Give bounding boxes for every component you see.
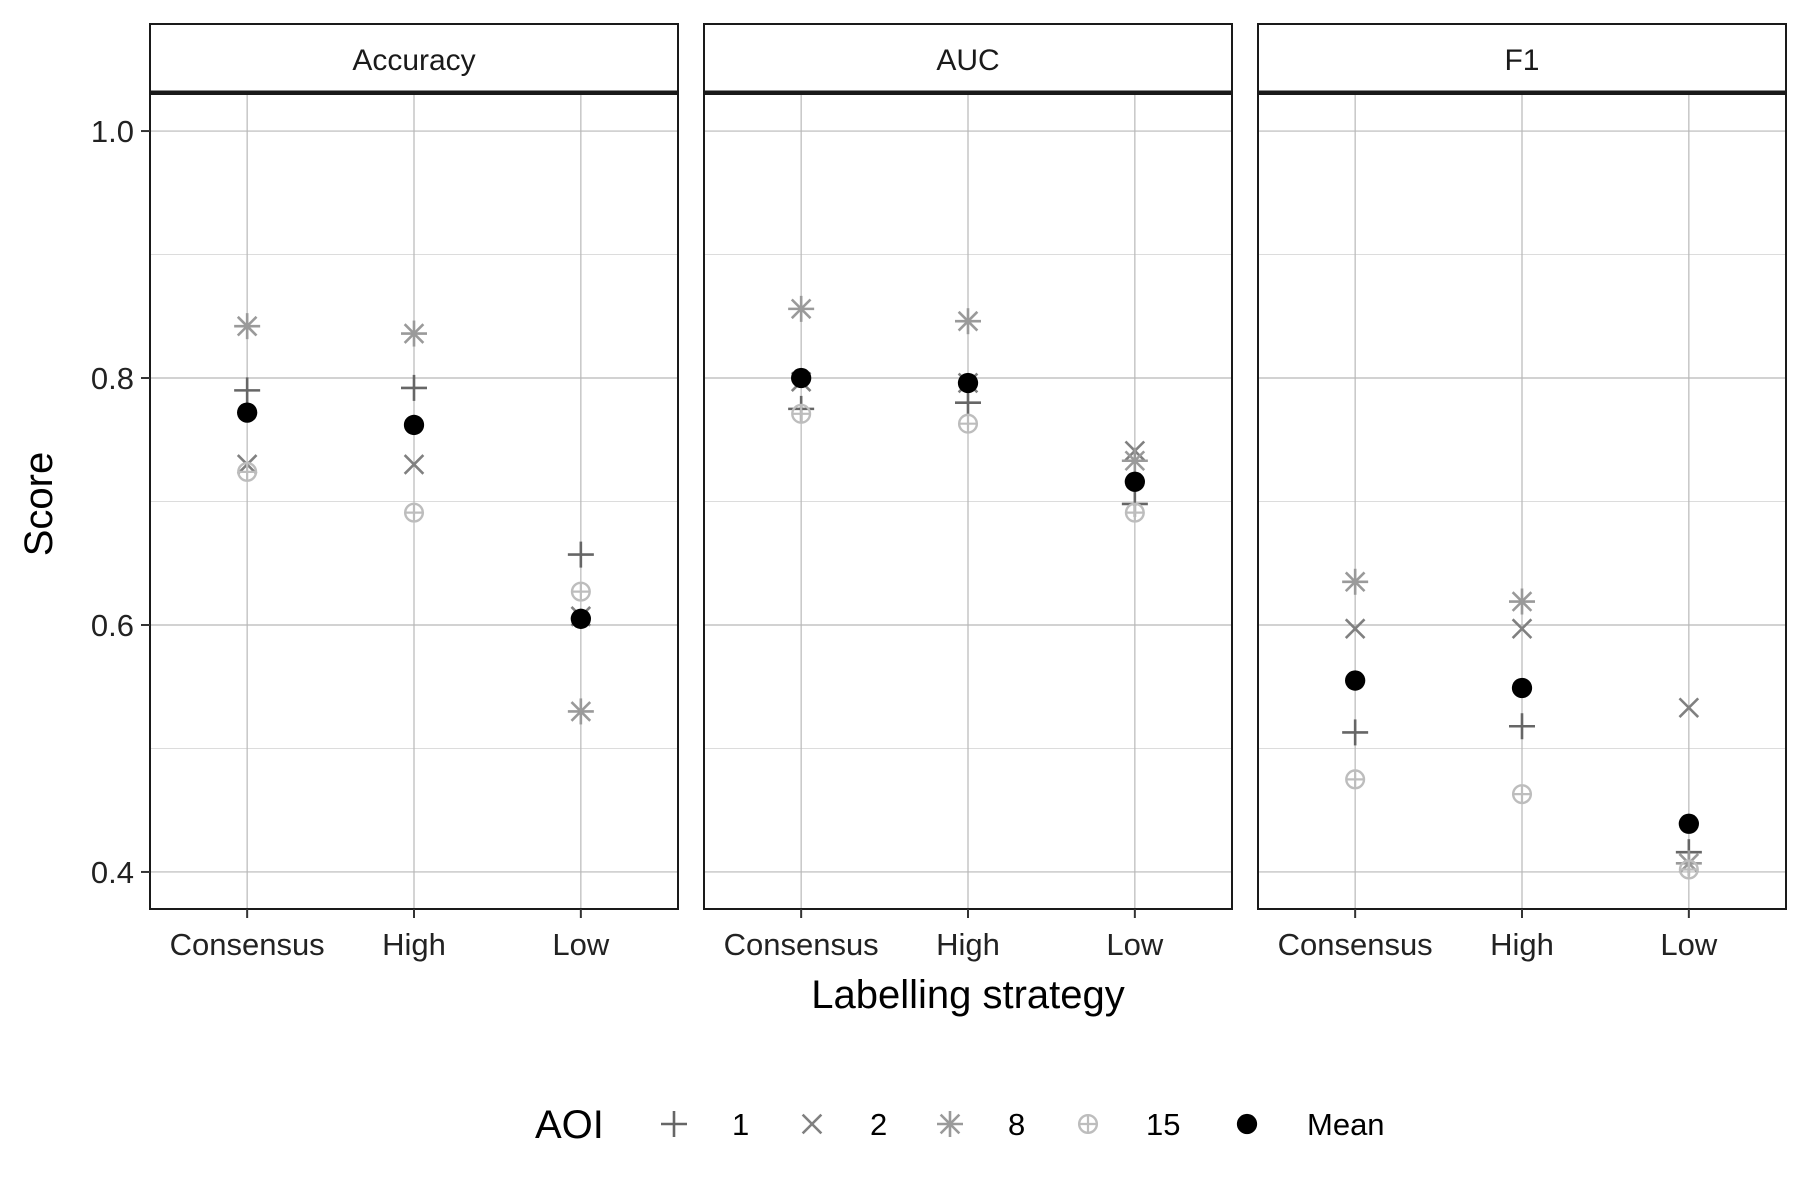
legend-label-mean: Mean (1307, 1107, 1385, 1142)
point-accuracy-high-aoi-1 (401, 374, 427, 401)
panel-accuracy: Accuracy Consensus High Low 0.4 0.6 0.8 1.0 (91, 23, 679, 962)
legend-title: AOI (535, 1103, 604, 1147)
point-f1-low-aoi-mean (1678, 813, 1699, 834)
y-tick-label: 0.6 (91, 608, 134, 643)
x-tick-label: High (382, 927, 446, 962)
y-tick-label: 0.4 (91, 855, 134, 890)
x-tick-label: Consensus (1278, 927, 1433, 962)
legend-label-1: 1 (732, 1107, 749, 1142)
point-accuracy-consensus-aoi-15 (237, 461, 258, 482)
point-auc-low-aoi-8 (1121, 447, 1148, 474)
point-auc-consensus-aoi-15 (791, 403, 812, 424)
legend-label-15: 15 (1146, 1107, 1180, 1142)
y-axis-title: Score (17, 452, 61, 557)
point-accuracy-consensus-aoi-mean (237, 402, 258, 423)
point-f1-low-aoi-15 (1678, 859, 1699, 880)
legend-key-mean (1236, 1113, 1258, 1135)
point-accuracy-consensus-aoi-1 (234, 377, 261, 404)
legend-key-2 (801, 1113, 823, 1135)
legend-key-15 (1077, 1113, 1099, 1135)
x-tick-label: High (936, 927, 1000, 962)
x-tick-label: Consensus (170, 927, 325, 962)
point-f1-low-aoi-2 (1678, 697, 1700, 718)
strip-label: F1 (1504, 44, 1539, 77)
legend-label-2: 2 (870, 1107, 887, 1142)
legend-label-8: 8 (1008, 1107, 1025, 1142)
point-f1-high-aoi-mean (1511, 677, 1533, 699)
point-accuracy-low-aoi-1 (567, 541, 594, 568)
point-auc-high-aoi-8 (955, 308, 981, 335)
point-auc-low-aoi-mean (1124, 471, 1145, 492)
panels: Accuracy Consensus High Low 0.4 0.6 0.8 1.0 AUC C… (91, 23, 1787, 962)
strip-label: AUC (936, 44, 999, 77)
strip-box (1257, 23, 1787, 93)
x-tick-label: Low (552, 927, 609, 962)
point-f1-consensus-aoi-1 (1342, 719, 1369, 746)
point-f1-high-aoi-15 (1511, 784, 1533, 805)
point-accuracy-low-aoi-15 (570, 581, 591, 602)
point-auc-low-aoi-15 (1124, 502, 1145, 523)
x-tick-label: Low (1660, 927, 1717, 962)
point-f1-consensus-aoi-2 (1344, 618, 1366, 639)
point-auc-consensus-aoi-8 (788, 295, 815, 322)
panel-f1: F1 Consensus High Low (1257, 23, 1787, 962)
legend-key-1 (661, 1111, 687, 1137)
strip-label: Accuracy (352, 44, 475, 77)
x-tick-label: Consensus (724, 927, 879, 962)
point-f1-consensus-aoi-8 (1342, 568, 1369, 595)
x-tick-label: High (1490, 927, 1554, 962)
y-tick-label: 0.8 (91, 361, 134, 396)
point-auc-high-aoi-15 (957, 413, 979, 434)
point-f1-high-aoi-8 (1509, 588, 1535, 615)
legend-key-8 (937, 1111, 963, 1137)
strip-box (149, 23, 679, 93)
point-accuracy-high-aoi-15 (403, 502, 425, 523)
point-accuracy-consensus-aoi-8 (234, 313, 261, 340)
point-accuracy-high-aoi-mean (403, 414, 425, 436)
point-auc-consensus-aoi-mean (791, 367, 812, 389)
point-f1-consensus-aoi-mean (1345, 670, 1366, 691)
point-f1-high-aoi-1 (1509, 713, 1535, 740)
point-f1-consensus-aoi-15 (1345, 769, 1366, 790)
panel-auc: AUC Consensus High Low (703, 23, 1233, 962)
point-auc-high-aoi-mean (957, 372, 979, 394)
point-accuracy-low-aoi-8 (567, 698, 594, 725)
x-tick-label: Low (1106, 927, 1163, 962)
point-accuracy-low-aoi-mean (570, 608, 591, 629)
point-auc-high-aoi-1 (955, 389, 981, 416)
point-accuracy-high-aoi-8 (401, 320, 427, 347)
legend: AOI 1 2 8 15 Mean (535, 1103, 1385, 1147)
x-axis-title: Labelling strategy (811, 973, 1125, 1017)
point-f1-high-aoi-2 (1511, 618, 1533, 639)
point-accuracy-high-aoi-2 (403, 454, 425, 475)
y-tick-label: 1.0 (91, 114, 134, 149)
